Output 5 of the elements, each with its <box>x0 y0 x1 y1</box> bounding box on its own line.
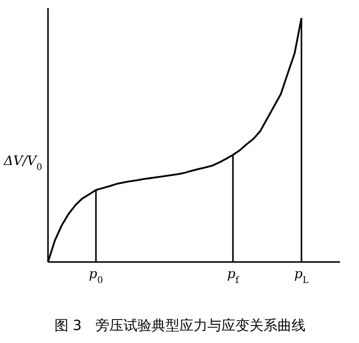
text: 图 3 旁压试验典型应力与应变关系曲线 <box>54 318 306 334</box>
x-tick-label: p$_{0}$ <box>88 267 104 286</box>
x-tick-label: p$_{L}$ <box>294 267 309 286</box>
y-axis-title: ΔV/V$_{0}$ <box>2 154 42 173</box>
x-tick-label: p$_{f}$ <box>227 267 240 286</box>
